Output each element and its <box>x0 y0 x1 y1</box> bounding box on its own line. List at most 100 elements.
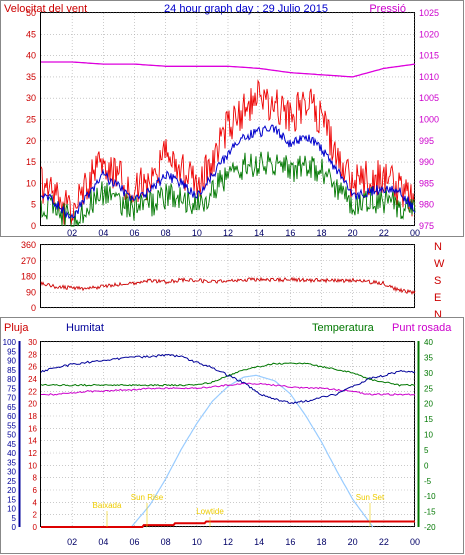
wind-x-tick-label: 12 <box>223 228 233 238</box>
rain-tick-label: 4 <box>33 498 38 507</box>
temperature-tick-label: 35 <box>424 353 433 362</box>
temperature-tick-label: 30 <box>424 369 433 378</box>
wind-x-tick-label: 20 <box>348 228 358 238</box>
rain-tick-label: 30 <box>28 338 37 347</box>
rain-tick-label: 6 <box>33 486 38 495</box>
wind-tick-label: 50 <box>26 8 36 18</box>
wind-tick-label: 30 <box>26 93 36 103</box>
annotation-label: Sun Set <box>356 493 385 502</box>
compass-label: N <box>434 309 442 321</box>
humidity-x-tick-label: 20 <box>348 537 358 547</box>
wind-x-tick-label: 02 <box>67 228 77 238</box>
wind-x-ticks: 02 04 06 08 10 12 14 16 18 20 22 00 <box>67 228 420 238</box>
direction-tick-label: 0 <box>31 303 36 313</box>
humidity-ticks: 0510152025303540455055606570758085909510… <box>3 338 17 532</box>
pressure-tick-label: 1010 <box>419 72 439 82</box>
wind-left-ticks: 0 5 10 15 20 25 30 35 40 45 50 <box>26 8 36 231</box>
pressure-tick-label: 1005 <box>419 93 439 103</box>
pressure-tick-label: 1000 <box>419 115 439 125</box>
temperature-tick-label: 15 <box>424 415 433 424</box>
annotation-label: Baixada <box>93 501 122 510</box>
humidity-x-tick-label: 10 <box>192 537 202 547</box>
humidity-tick-label: 85 <box>7 366 16 375</box>
pressure-tick-label: 975 <box>419 221 434 231</box>
pressure-tick-label: 1025 <box>419 8 439 18</box>
direction-tick-label: 270 <box>21 256 36 266</box>
wind-series <box>40 61 416 227</box>
humidity-x-tick-label: 02 <box>67 537 77 547</box>
pressure-tick-label: 985 <box>419 178 434 188</box>
temperature-axis-label: Temperatura <box>312 322 375 334</box>
temperature-tick-label: 0 <box>424 461 429 470</box>
pressure-tick-label: 980 <box>419 200 434 210</box>
direction-grid <box>41 244 416 309</box>
pressure-right-ticks: 975 980 985 990 995 1000 1005 1010 1015 1020 1025 <box>419 8 439 231</box>
rain-tick-label: 8 <box>33 474 38 483</box>
humidity-x-tick-label: 00 <box>410 537 420 547</box>
pressure-tick-label: 990 <box>419 157 434 167</box>
compass-label: S <box>434 275 441 287</box>
humidity-tick-label: 55 <box>7 421 16 430</box>
wind-tick-label: 15 <box>26 157 36 167</box>
humidity-tick-label: 70 <box>7 394 16 403</box>
solar-curve <box>130 374 374 528</box>
wind-x-tick-label: 04 <box>98 228 108 238</box>
humidity-tick-label: 90 <box>7 357 16 366</box>
humidity-x-tick-label: 22 <box>379 537 389 547</box>
compass-label: E <box>434 292 441 304</box>
humidity-tick-label: 0 <box>12 523 17 532</box>
humidity-tick-label: 60 <box>7 412 16 421</box>
humidity-axis-label: Humitat <box>66 322 104 334</box>
rain-tick-label: 26 <box>28 363 37 372</box>
wind-gust-line <box>40 79 416 227</box>
wind-tick-label: 35 <box>26 72 36 82</box>
wind-plot-area <box>40 12 415 226</box>
temperature-ticks: -20 -15 -10 -5 0 5 10 15 20 25 30 35 40 <box>424 338 436 532</box>
humidity-tick-label: 65 <box>7 403 16 412</box>
humidity-x-tick-label: 08 <box>161 537 171 547</box>
direction-left-ticks: 0 90 180 270 360 <box>21 240 36 313</box>
rain-tick-label: 18 <box>28 412 37 421</box>
rain-tick-label: 2 <box>33 511 38 520</box>
humidity-tick-label: 75 <box>7 384 16 393</box>
wind-x-tick-label: 00 <box>410 228 420 238</box>
wind-tick-label: 20 <box>26 136 36 146</box>
wind-pressure-panel: Velocitat del vent 24 hour graph day : 2… <box>0 0 464 238</box>
humidity-tick-label: 35 <box>7 458 16 467</box>
humidity-tick-label: 80 <box>7 375 16 384</box>
direction-tick-label: 90 <box>26 287 36 297</box>
humidity-x-tick-label: 12 <box>223 537 233 547</box>
humidity-x-ticks: 02 04 06 08 10 12 14 16 18 20 22 00 <box>67 537 420 547</box>
rain-tick-label: 28 <box>28 350 37 359</box>
temperature-tick-label: 20 <box>424 400 433 409</box>
wind-mean-line <box>40 151 416 227</box>
pressure-tick-label: 1015 <box>419 51 439 61</box>
rain-tick-label: 14 <box>28 437 37 446</box>
humidity-tick-label: 45 <box>7 440 16 449</box>
wind-x-tick-label: 06 <box>129 228 139 238</box>
rain-tick-label: 16 <box>28 424 37 433</box>
temperature-tick-label: -10 <box>424 492 436 501</box>
direction-tick-label: 360 <box>21 240 36 250</box>
humidity-x-tick-label: 18 <box>316 537 326 547</box>
compass-label: N <box>434 241 442 253</box>
humidity-tick-label: 15 <box>7 495 16 504</box>
rain-tick-label: 0 <box>33 523 38 532</box>
humidity-x-tick-label: 14 <box>254 537 264 547</box>
rain-tick-label: 10 <box>28 461 37 470</box>
wind-tick-label: 45 <box>26 29 36 39</box>
wind-average-line <box>40 124 416 219</box>
temperature-tick-label: 10 <box>424 431 433 440</box>
pressure-tick-label: 1020 <box>419 29 439 39</box>
temperature-tick-label: -20 <box>424 523 436 532</box>
temperature-tick-label: 25 <box>424 384 433 393</box>
humidity-plot-area <box>40 341 415 527</box>
temperature-tick-label: 5 <box>424 446 429 455</box>
pressure-line <box>41 61 416 78</box>
wind-tick-label: 5 <box>31 200 36 210</box>
